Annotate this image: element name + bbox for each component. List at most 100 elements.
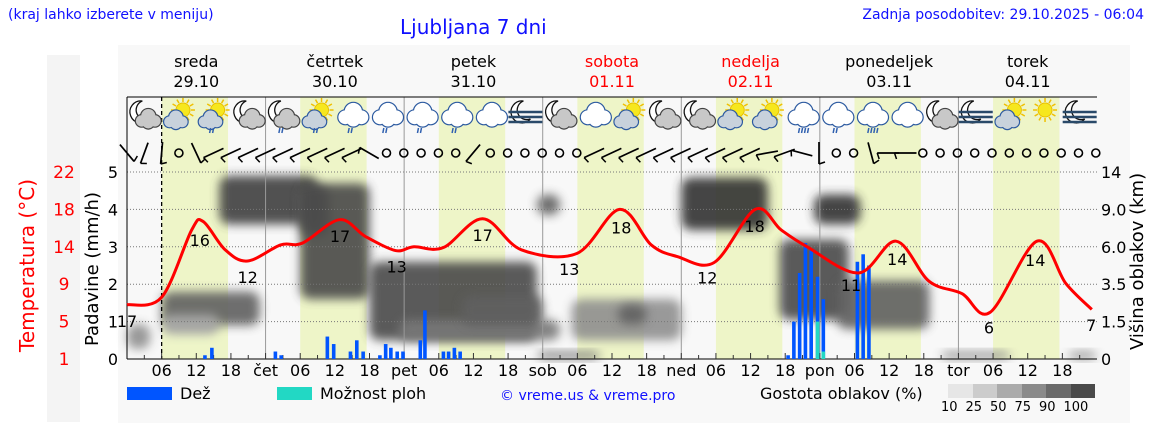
day-header: sreda 29.10 xyxy=(126,52,266,92)
x-tick-label: 12 xyxy=(740,361,760,380)
day-name: ponedeljek xyxy=(845,52,934,71)
rain-drop xyxy=(454,127,457,134)
sun-ray xyxy=(176,99,180,104)
moon-cloud-icon xyxy=(683,100,717,130)
cloud-fill xyxy=(309,118,320,129)
temperature-label: 13 xyxy=(386,257,406,276)
sun-cloud-icon xyxy=(994,98,1027,131)
density-legend-title: Gostota oblakov (%) xyxy=(760,384,923,403)
x-tick-label: 06 xyxy=(983,361,1003,380)
wind-barb-tick xyxy=(721,157,728,163)
cloud-heavy-rain-icon xyxy=(856,101,890,134)
sun-ray xyxy=(730,99,734,104)
wind-barb-shaft xyxy=(867,142,875,164)
wind-barb-icon xyxy=(289,147,311,163)
x-tick-label: čet xyxy=(253,361,278,380)
calm-wind-icon xyxy=(848,148,859,158)
copyright-link[interactable]: © vreme.us & vreme.pro xyxy=(500,388,676,404)
wind-barb-tick xyxy=(635,157,641,163)
wind-barb-icon xyxy=(635,147,657,163)
page-title: Ljubljana 7 dni xyxy=(400,15,547,39)
cloud-density-patch xyxy=(617,304,647,325)
sun-ray xyxy=(622,103,627,107)
precip-tick-label: 0 xyxy=(108,350,118,369)
wind-barb-shaft xyxy=(704,147,726,159)
density-swatch xyxy=(948,384,973,398)
wind-barb-icon xyxy=(357,146,380,160)
wind-barb-icon xyxy=(119,144,139,162)
day-header: četrtek 30.10 xyxy=(265,52,405,92)
rain-bar xyxy=(203,355,207,359)
rain-drop xyxy=(873,127,876,134)
sun-ray xyxy=(765,99,769,104)
wind-barb-shaft xyxy=(272,147,294,159)
rain-drop xyxy=(208,127,212,134)
shower-bar xyxy=(815,321,820,359)
calm-wind-icon xyxy=(969,148,980,158)
wind-barb-shaft xyxy=(756,150,779,156)
rain-bar xyxy=(273,351,278,359)
calm-wind-icon xyxy=(571,148,582,158)
rain-drop xyxy=(416,127,420,134)
cloud-fill xyxy=(381,112,395,127)
cloud-fill xyxy=(450,112,465,127)
temperature-line xyxy=(126,207,1093,316)
calm-wind-icon xyxy=(450,148,461,158)
cloud-density-patch xyxy=(779,239,849,320)
cloud-density-patch xyxy=(536,351,601,359)
moon-fog-icon xyxy=(508,100,543,124)
day-name: četrtek xyxy=(306,52,364,71)
calm-wind-icon xyxy=(917,148,928,158)
sun-ray xyxy=(324,99,329,104)
sun-ray xyxy=(778,113,783,117)
cloud-density-patch xyxy=(219,175,318,225)
rain-drop xyxy=(347,127,350,134)
day-name: sobota xyxy=(584,52,640,71)
wind-barb-icon xyxy=(220,147,242,163)
calm-wind-icon xyxy=(502,148,513,158)
sun-ray xyxy=(310,103,315,107)
rain-bar xyxy=(361,351,365,359)
rain-bar xyxy=(279,355,283,359)
rain-drop xyxy=(312,127,316,134)
cloud-fill xyxy=(696,117,709,129)
rain-bar xyxy=(855,261,860,359)
wind-barb-shaft xyxy=(220,147,242,159)
wind-barb-shaft xyxy=(324,147,345,159)
wind-barb-shaft xyxy=(237,147,259,159)
wind-barb-icon xyxy=(818,142,826,165)
wind-barb-shaft xyxy=(190,142,202,164)
rain-bar xyxy=(331,344,336,359)
cloud-fill xyxy=(281,117,293,129)
wind-barb-icon xyxy=(739,147,761,163)
wind-barb-tick xyxy=(583,157,590,163)
x-tick-label: 06 xyxy=(844,361,864,380)
rain-legend-swatch xyxy=(127,387,172,400)
temperature-label: 14 xyxy=(887,250,907,269)
x-tick-label: 18 xyxy=(359,361,379,380)
wind-barb-shaft xyxy=(159,141,164,165)
sun-ray xyxy=(1017,99,1022,104)
location-hint[interactable]: (kraj lahko izberete v meniju) xyxy=(8,7,214,23)
wind-barb-shaft xyxy=(601,147,622,159)
wind-barb-shaft xyxy=(790,149,813,157)
rain-drop xyxy=(419,127,423,134)
temperature-label: 17 xyxy=(330,227,350,246)
sun-ray xyxy=(639,103,645,107)
sun-ray xyxy=(186,99,190,104)
x-tick-label: 12 xyxy=(325,361,345,380)
calm-wind-icon xyxy=(398,148,409,158)
density-step-label: 75 xyxy=(1014,400,1032,415)
calm-wind-icon xyxy=(416,148,426,158)
cloud-height-tick-label: 14 xyxy=(1101,163,1121,182)
sun-cloud-icon xyxy=(162,98,195,131)
sun-ray xyxy=(639,113,645,117)
x-tick-label: pet xyxy=(391,361,417,380)
temperature-tick-label: 18 xyxy=(53,200,75,220)
rain-drop xyxy=(806,127,810,134)
temperature-label: 12 xyxy=(237,268,257,287)
sun-cloud-drizzle-icon xyxy=(301,98,334,134)
wind-barb-tick xyxy=(739,157,745,163)
calm-wind-icon xyxy=(831,148,842,158)
temperature-label: 16 xyxy=(190,231,210,250)
